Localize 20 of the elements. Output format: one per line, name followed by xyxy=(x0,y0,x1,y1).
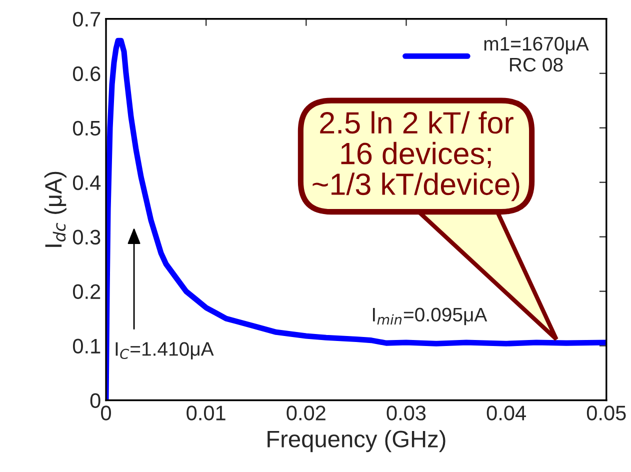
y-tick-label: 0.1 xyxy=(73,338,100,354)
x-axis-title: Frequency (GHz) xyxy=(268,430,446,452)
y-tick-label: 0.7 xyxy=(73,12,100,27)
x-tick-label: 0.05 xyxy=(586,406,626,420)
x-tick-label: 0.01 xyxy=(186,406,226,420)
y-tick-label: 0.5 xyxy=(73,120,100,136)
x-tick-label: 0.04 xyxy=(486,406,526,420)
y-tick-label: 0.6 xyxy=(73,66,100,82)
x-tick-label: 0.03 xyxy=(386,406,426,420)
legend-label: m1=1670μA RC 08 xyxy=(484,36,589,72)
y-tick-label: 0 xyxy=(90,393,100,408)
annotation: I$_{min}$=0.095μA xyxy=(373,308,488,326)
y-tick-label: 0.4 xyxy=(73,175,101,190)
y-tick-label: 0.3 xyxy=(73,230,100,245)
annotation: I$_{C}$=1.410μA xyxy=(116,342,214,360)
x-tick-label: 0.02 xyxy=(286,406,326,420)
y-axis-title: I$_{dc}$ (μA) xyxy=(44,172,66,247)
y-tick-label: 0.2 xyxy=(73,284,100,300)
x-tick-label: 0 xyxy=(101,406,111,420)
annotation: 2.5 ln 2 kT/ for 16 devices; ~1/3 kT/device) xyxy=(312,111,520,202)
